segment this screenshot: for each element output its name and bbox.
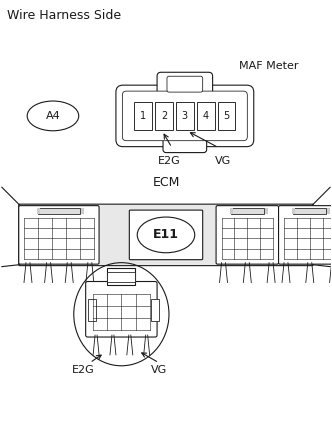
Text: 5: 5 [223, 111, 230, 121]
Bar [108, 271, 135, 282]
FancyBboxPatch shape [163, 133, 207, 153]
Bar [231, 208, 264, 214]
FancyBboxPatch shape [123, 91, 247, 141]
Bar [37, 208, 40, 214]
FancyBboxPatch shape [19, 204, 313, 266]
Text: 4: 4 [203, 111, 209, 121]
Text: E2G: E2G [158, 156, 181, 166]
Bar [176, 102, 194, 130]
Bar [327, 208, 330, 214]
Text: VG: VG [214, 156, 231, 166]
Bar [88, 299, 96, 321]
Bar [217, 102, 235, 130]
Bar [293, 208, 326, 214]
Text: ECM: ECM [152, 176, 180, 189]
Text: E11: E11 [153, 228, 179, 241]
Bar [265, 208, 268, 214]
FancyBboxPatch shape [129, 210, 203, 260]
Text: 1: 1 [140, 111, 146, 121]
FancyBboxPatch shape [216, 206, 279, 264]
Bar [134, 102, 152, 130]
FancyBboxPatch shape [279, 206, 332, 264]
Text: E2G: E2G [72, 365, 95, 375]
Text: MAF Meter: MAF Meter [239, 61, 299, 71]
FancyBboxPatch shape [19, 206, 99, 264]
FancyBboxPatch shape [167, 76, 203, 92]
FancyBboxPatch shape [116, 85, 254, 147]
Text: VG: VG [151, 365, 167, 375]
Bar [155, 102, 173, 130]
Text: 3: 3 [182, 111, 188, 121]
Bar [292, 208, 295, 214]
Bar [197, 102, 214, 130]
FancyBboxPatch shape [157, 72, 212, 100]
Bar [151, 299, 159, 321]
Text: Wire Harness Side: Wire Harness Side [7, 9, 122, 22]
Text: A4: A4 [45, 111, 60, 121]
Text: 2: 2 [161, 111, 167, 121]
Bar [38, 208, 80, 214]
FancyBboxPatch shape [86, 282, 157, 337]
Bar [108, 267, 135, 286]
Ellipse shape [27, 101, 79, 131]
Bar [81, 208, 84, 214]
Bar [230, 208, 233, 214]
Ellipse shape [137, 217, 195, 253]
